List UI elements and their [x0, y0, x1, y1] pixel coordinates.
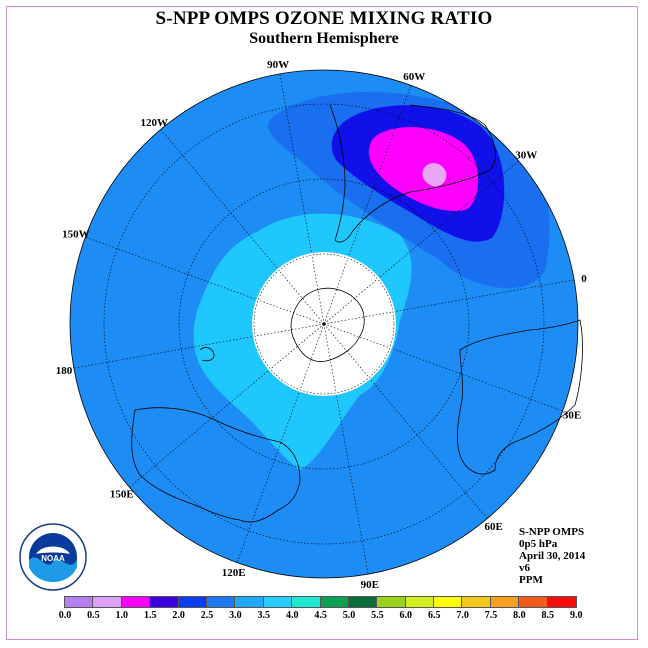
colorbar-tick-label: 3.0: [229, 610, 242, 621]
colorbar-tick-label: 0.5: [87, 610, 100, 621]
pole-meridian-line: [255, 323, 325, 337]
colorbar-tick-label: 7.0: [456, 610, 469, 621]
colorbar-tick-label: 5.0: [342, 610, 356, 621]
colorbar-swatch: [462, 597, 491, 607]
colorbar-tick-label: 8.5: [541, 610, 555, 621]
colorbar-swatch: [547, 597, 577, 607]
latitude-circle-outer: [103, 103, 545, 545]
colorbar-tick-label: 9.0: [569, 610, 583, 621]
colorbar-tick-label: 6.0: [399, 610, 413, 621]
figure-subtitle: Southern Hemisphere: [249, 30, 399, 47]
colorbar-tick-label: 4.0: [285, 610, 299, 621]
colorbar: [64, 596, 578, 608]
pole-meridian-line: [323, 323, 337, 393]
noaa-logo-bird: [36, 546, 70, 554]
coastline-africa: [456, 319, 583, 475]
pole-meridian-line: [323, 323, 390, 349]
pole-meridian-line: [258, 299, 325, 325]
colorbar-ticks: 0.0 0.5 1.0 1.5 2.0 2.5 3.0 3.5 4.0 4.5 5.0 5.5 6.0 6…: [0, 610, 648, 624]
coastline-australia: [131, 407, 301, 523]
pole-meridian-line: [323, 323, 370, 378]
longitude-label: 120W: [141, 117, 169, 129]
pole-meridian-line: [299, 323, 325, 390]
pole-meridian-line: [311, 255, 325, 325]
longitude-label: 180: [56, 365, 73, 377]
pole-graticule: [253, 253, 395, 395]
colorbar-tick-label: 2.0: [172, 610, 185, 621]
antarctica-outline: [290, 287, 365, 362]
colorbar-swatch: [121, 597, 151, 607]
colorbar-tick-label: 5.5: [371, 610, 384, 621]
info-level: 0p5 hPa: [519, 538, 558, 550]
ozone-region-0p5-1: [422, 163, 447, 187]
longitude-label: 90E: [361, 579, 379, 591]
longitude-label: 150W: [62, 229, 90, 241]
colorbar-tick-label: 1.5: [143, 610, 157, 621]
info-units: PPM: [519, 574, 543, 586]
longitude-label: 30E: [563, 409, 581, 421]
pole-latitude-circle: [253, 253, 395, 395]
pole-meridian-line: [270, 323, 325, 370]
colorbar-swatch: [377, 597, 406, 607]
pole-meridians: [255, 255, 393, 393]
info-version: v6: [519, 562, 530, 574]
colorbar-swatch: [150, 597, 179, 607]
colorbar-swatch: [263, 597, 293, 607]
colorbar-swatch: [320, 597, 349, 607]
antarctica-coast: [290, 287, 365, 362]
colorbar-tick-label: 8.0: [513, 610, 526, 621]
colorbar-tick-label: 1.0: [115, 610, 129, 621]
colorbar-swatch: [235, 597, 264, 607]
noaa-logo: NOAA: [18, 522, 88, 592]
colorbar-tick-label: 7.5: [484, 610, 498, 621]
colorbar-swatch: [519, 597, 548, 607]
pole-meridian-line: [278, 270, 325, 325]
colorbar-swatch: [93, 597, 122, 607]
colorbar-swatch: [178, 597, 207, 607]
longitude-label: 120E: [222, 567, 246, 579]
south-pole-marker: [322, 322, 326, 326]
map-boundary: [69, 69, 579, 579]
colorbar-swatch: [65, 597, 94, 607]
pole-meridian-line: [323, 278, 378, 325]
colorbar-swatch: [292, 597, 321, 607]
latitude-circle-middle: [178, 178, 470, 470]
longitude-label: 60W: [403, 71, 425, 83]
pole-meridian-line: [323, 311, 393, 325]
longitude-label: 60E: [485, 521, 503, 533]
colorbar-swatch: [434, 597, 463, 607]
colorbar-swatch: [348, 597, 378, 607]
info-date: April 30, 2014: [519, 550, 586, 562]
info-block: S-NPP OMPS 0p5 hPa April 30, 2014 v6 PPM: [519, 526, 585, 586]
colorbar-tick-label: 2.5: [200, 610, 214, 621]
longitude-label: 150E: [110, 489, 134, 501]
colorbar-swatch: [206, 597, 236, 607]
noaa-logo-wave: [29, 557, 77, 582]
colorbar-tick-label: 0.0: [58, 610, 72, 621]
pole-meridian-line: [323, 258, 349, 325]
figure-title: S-NPP OMPS OZONE MIXING RATIO: [155, 8, 493, 29]
noaa-logo-text: NOAA: [41, 554, 65, 563]
info-instrument: S-NPP OMPS: [519, 526, 585, 538]
colorbar-tick-label: 4.5: [314, 610, 327, 621]
longitude-label: 0: [581, 273, 587, 285]
noaa-logo-graphic: NOAA: [19, 523, 87, 591]
colorbar-tick-label: 6.5: [427, 610, 441, 621]
colorbar-tick-label: 3.5: [257, 610, 271, 621]
coastline-island: [199, 347, 215, 362]
longitude-labels: 90W 60W 30W 0 30E 60E 90E 120E 150E 180 150W 120W: [56, 59, 587, 591]
colorbar-swatch: [405, 597, 435, 607]
longitude-label: 90W: [267, 59, 289, 71]
coastline-south-america: [329, 104, 496, 243]
longitude-label: 30W: [515, 149, 537, 161]
figure-frame: [6, 6, 638, 640]
colorbar-swatch: [490, 597, 520, 607]
